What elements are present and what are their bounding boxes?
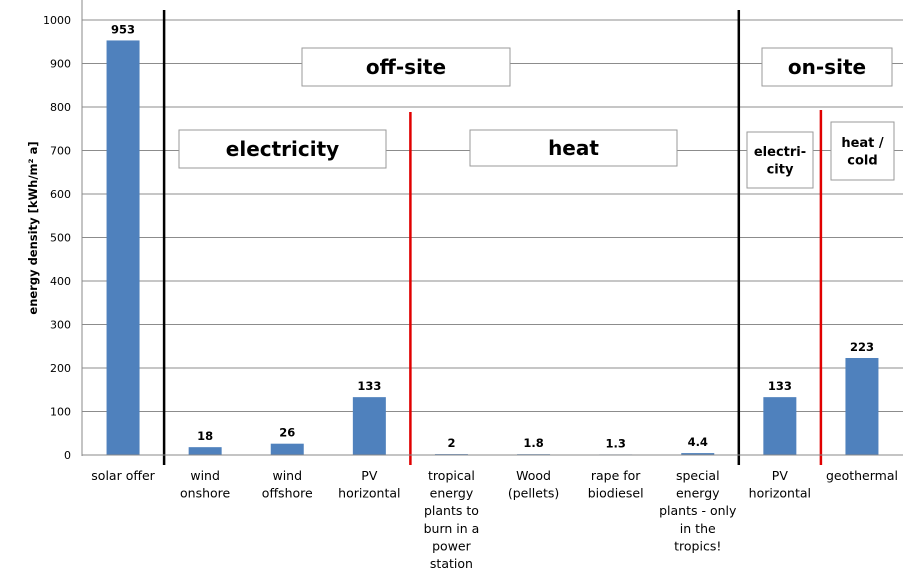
x-tick-label-line: PV bbox=[361, 468, 378, 483]
x-tick-label-line: energy bbox=[430, 486, 474, 501]
data-label: 1.3 bbox=[605, 436, 625, 450]
x-tick-label-line: (pellets) bbox=[508, 486, 559, 501]
x-tick-label-line: special bbox=[676, 468, 720, 483]
x-tick-label: wind offshore bbox=[262, 468, 313, 501]
data-label: 223 bbox=[850, 340, 874, 354]
x-tick-label-line: plants - only bbox=[659, 503, 737, 518]
y-tick-label: 600 bbox=[50, 188, 71, 201]
bars bbox=[106, 40, 879, 455]
x-tick-label-line: solar offer bbox=[91, 468, 155, 483]
annotation-label-line: heat bbox=[548, 136, 599, 160]
annotation-box bbox=[830, 121, 895, 181]
x-tick-label-line: energy bbox=[676, 486, 720, 501]
bar bbox=[106, 40, 140, 455]
x-tick-label-line: offshore bbox=[262, 486, 313, 501]
annotation-label-line: electri- bbox=[754, 145, 806, 160]
annotation-label: electri-city bbox=[754, 145, 806, 178]
annotation-label-line: heat / bbox=[841, 136, 884, 151]
y-tick-label: 0 bbox=[64, 449, 71, 462]
annotation-label-line: off-site bbox=[366, 55, 446, 79]
x-tick-label-line: horizontal bbox=[749, 486, 811, 501]
annotation-label: heat / cold bbox=[841, 136, 884, 169]
x-tick-label: solar offer bbox=[91, 468, 155, 483]
x-tick-label-line: plants to bbox=[424, 503, 479, 518]
annotation-label: electricity bbox=[226, 137, 339, 161]
annotation-box bbox=[469, 129, 678, 167]
annotation-label-line: electricity bbox=[226, 137, 339, 161]
y-tick-label: 800 bbox=[50, 101, 71, 114]
bar bbox=[270, 443, 304, 455]
x-tick-label-line: tropics! bbox=[674, 538, 721, 553]
data-label: 133 bbox=[357, 379, 381, 393]
x-tick-label-line: burn in a bbox=[424, 521, 480, 536]
bar bbox=[188, 447, 222, 455]
x-tick-label: Wood (pellets) bbox=[508, 468, 559, 501]
x-tick-label-line: Wood bbox=[516, 468, 551, 483]
group-separators bbox=[162, 10, 823, 465]
annotation-box bbox=[746, 131, 814, 189]
x-tick-label: PV horizontal bbox=[749, 468, 811, 501]
y-axis-ticks: 0 100 200 300 400 500 600 700 800 900 1000 bbox=[43, 14, 71, 462]
annotation-label-line: cold bbox=[847, 153, 877, 168]
x-tick-label-line: rape for bbox=[591, 468, 641, 483]
x-tick-label-line: tropical bbox=[428, 468, 475, 483]
x-tick-label: geothermal bbox=[826, 468, 898, 483]
annotation-box bbox=[761, 47, 893, 87]
x-tick-label-line: power bbox=[432, 538, 471, 553]
x-tick-label: special energy plants - only in the tropics! bbox=[659, 468, 737, 553]
x-tick-label-line: horizontal bbox=[338, 486, 400, 501]
x-tick-label: rape for biodiesel bbox=[588, 468, 644, 501]
y-tick-label: 400 bbox=[50, 275, 71, 288]
data-label: 953 bbox=[111, 22, 135, 36]
annotation-label: heat bbox=[548, 136, 599, 160]
data-label: 4.4 bbox=[688, 435, 708, 449]
y-axis-label: energy density [kWh/m² a] bbox=[26, 141, 40, 314]
x-tick-label: tropical energy plants to burn in a power sta… bbox=[424, 468, 480, 571]
y-tick-label: 1000 bbox=[43, 14, 71, 27]
x-tick-label-line: wind bbox=[190, 468, 220, 483]
x-tick-label-line: PV bbox=[772, 468, 789, 483]
data-label: 2 bbox=[447, 436, 455, 450]
y-tick-label: 200 bbox=[50, 362, 71, 375]
y-tick-label: 900 bbox=[50, 58, 71, 71]
x-tick-label-line: onshore bbox=[180, 486, 231, 501]
annotation-label: off-site bbox=[366, 55, 446, 79]
data-labels: 953 18 26 133 2 1.8 1.3 4.4 133 223 bbox=[111, 22, 874, 450]
x-tick-label-line: wind bbox=[272, 468, 302, 483]
y-tick-label: 500 bbox=[50, 232, 71, 245]
x-tick-label-line: geothermal bbox=[826, 468, 898, 483]
y-tick-label: 300 bbox=[50, 319, 71, 332]
annotation-label-line: city bbox=[767, 162, 794, 177]
annotation-boxes: off-site electricity heat on-site electri-ci… bbox=[178, 47, 895, 189]
data-label: 18 bbox=[197, 429, 213, 443]
x-tick-label-line: in the bbox=[680, 521, 716, 536]
annotation-label: on-site bbox=[788, 55, 866, 79]
bar bbox=[681, 453, 715, 455]
y-tick-label: 700 bbox=[50, 145, 71, 158]
x-tick-label-line: station bbox=[430, 556, 473, 571]
data-label: 133 bbox=[768, 379, 792, 393]
y-tick-label: 100 bbox=[50, 406, 71, 419]
bar bbox=[763, 397, 797, 455]
annotation-box bbox=[301, 47, 511, 87]
x-tick-label-line: biodiesel bbox=[588, 486, 644, 501]
data-label: 26 bbox=[279, 426, 295, 440]
bar bbox=[352, 397, 386, 455]
x-tick-label: PV horizontal bbox=[338, 468, 400, 501]
annotation-label-line: on-site bbox=[788, 55, 866, 79]
x-axis-categories: solar offer wind onshore wind offshore PV hori… bbox=[91, 468, 898, 571]
x-tick-label: wind onshore bbox=[180, 468, 231, 501]
bar bbox=[845, 357, 879, 455]
annotation-box bbox=[178, 129, 387, 169]
data-label: 1.8 bbox=[523, 436, 543, 450]
